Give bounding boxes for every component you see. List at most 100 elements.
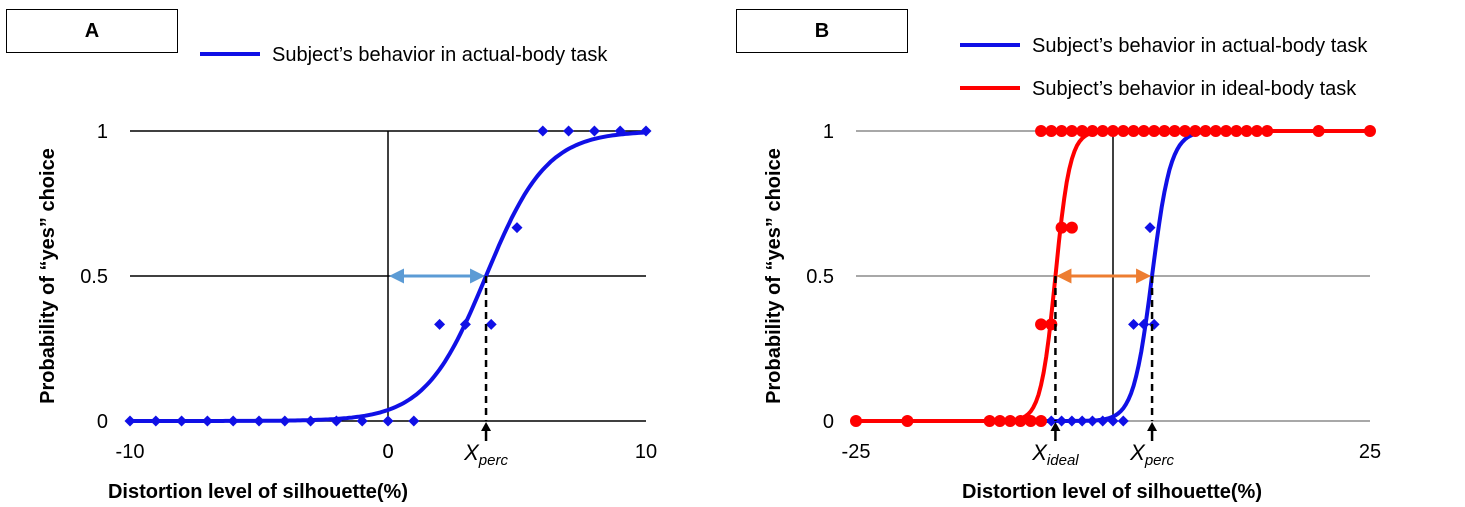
panel-b-data-point-1 (1035, 318, 1048, 331)
panel-a-label: A (84, 19, 100, 42)
panel-b-data-point-1 (1055, 125, 1068, 137)
panel-b-threshold-label-ideal: Xideal (1031, 440, 1079, 469)
panel-b-x-tick-label: -25 (842, 441, 871, 463)
panel-b-data-point-0 (1097, 415, 1109, 427)
panel-b-data-point-1 (1199, 125, 1212, 137)
panel-b-y-tick-label: 0.5 (806, 266, 834, 288)
panel-a-x-tick-label: 10 (635, 441, 657, 463)
panel-a-data-point-0 (485, 318, 497, 330)
panel-b-data-point-1 (1209, 125, 1222, 137)
panel-a-fit-curve-0 (130, 130, 647, 423)
panel-b-data-point-1 (1065, 221, 1078, 234)
panel-b-data-point-0 (1107, 415, 1119, 427)
panel-b-data-point-1 (1014, 415, 1027, 427)
panel-a-threshold-arrow-head (481, 422, 492, 431)
panel-a-x-tick-label: -10 (116, 441, 145, 463)
panel-b-x-axis-title: Distortion level of silhouette(%) (962, 481, 1262, 503)
panel-b-data-point-1 (1261, 125, 1274, 137)
panel-b-data-point-1 (1137, 125, 1150, 137)
panel-b-data-point-1 (1250, 125, 1263, 137)
panel-a-data-point-0 (511, 222, 523, 234)
panel-a-x-tick-label: 0 (382, 441, 393, 463)
panel-a-data-point-0 (330, 415, 342, 427)
panel-b-data-point-0 (1086, 415, 1098, 427)
panel-b-data-point-1 (1230, 125, 1243, 137)
panel-a-data-point-0 (588, 125, 600, 137)
panel-b-data-point-1 (1076, 125, 1089, 137)
panel-a-y-tick-label: 1 (97, 121, 108, 143)
panel-b-data-point-1 (1035, 415, 1048, 427)
panel-b-data-point-1 (1035, 125, 1048, 137)
panel-b-data-point-1 (1220, 125, 1233, 137)
panel-b-data-point-1 (1107, 125, 1119, 137)
panel-a-data-point-0 (382, 415, 394, 427)
panel-a-data-point-0 (124, 415, 136, 427)
panel-b-data-point-1 (850, 415, 862, 427)
panel-b-legend-label-actual: Subject’s behavior in actual-body task (1032, 35, 1368, 57)
panel-a-data-point-0 (279, 415, 291, 427)
panel-b-data-point-0 (1144, 222, 1156, 234)
panel-b-data-point-1 (1148, 125, 1161, 137)
panel-b-y-tick-label: 0 (823, 411, 834, 433)
panel-a-data-point-0 (176, 415, 188, 427)
panel-a-x-axis-title: Distortion level of silhouette(%) (108, 481, 408, 503)
panel-a-data-point-0 (537, 125, 549, 137)
panel-b-data-point-0 (1066, 415, 1078, 427)
panel-b-data-point-0 (1045, 415, 1057, 427)
panel-b-data-point-0 (1056, 415, 1068, 427)
panel-b-data-point-1 (1168, 125, 1181, 137)
panel-b-data-point-1 (1117, 125, 1130, 137)
panel-b-data-point-1 (1004, 415, 1017, 427)
panel-b-data-point-1 (1024, 415, 1037, 427)
panel-a-data-point-0 (253, 415, 265, 427)
panel-b-data-point-1 (1086, 125, 1099, 137)
panel-b-data-point-1 (1045, 125, 1058, 137)
panel-a-plot: 00.51-10 0 100 Xperc (80, 121, 657, 469)
panel-b-y-axis-title: Probability of “yes” choice (763, 148, 785, 404)
panel-b-label: B (814, 19, 830, 42)
panel-a-y-tick-label: 0 (97, 411, 108, 433)
panel-b-data-point-0 (1148, 318, 1160, 330)
panel-a-data-point-0 (201, 415, 213, 427)
panel-b-data-point-1 (993, 415, 1006, 427)
panel-a-legend-label-actual: Subject’s behavior in actual-body task (272, 44, 608, 66)
panel-a-data-point-0 (640, 125, 652, 137)
panel-a-x-tick-label: 0 (382, 441, 393, 463)
panel-b-data-point-0 (1076, 415, 1088, 427)
panel-b-x-tick-label: 25 (1359, 441, 1381, 463)
panel-b-data-point-1 (1189, 125, 1202, 137)
panel-b-threshold-arrow-head (1147, 422, 1158, 431)
panel-a-data-point-0 (305, 415, 317, 427)
panel-b-threshold-arrow-head (1050, 422, 1061, 431)
panel-b-y-tick-label: 1 (823, 121, 834, 143)
panel-b-plot: 0 0.5 1 -25 25 Xideal Xperc (806, 121, 1381, 469)
panel-a-label-box: A (6, 9, 178, 53)
panel-b-data-point-1 (1055, 221, 1068, 234)
panel-a-data-point-0 (356, 415, 368, 427)
panel-a-data-point-0 (227, 415, 239, 427)
panel-b-data-point-1 (1178, 125, 1191, 137)
panel-b-data-point-1 (1364, 125, 1376, 137)
panel-b-data-point-1 (1127, 125, 1140, 137)
panel-a-threshold-label-perc: Xperc (463, 440, 508, 469)
panel-a-y-tick-label: 0.5 (80, 266, 108, 288)
panel-b-data-point-1 (1240, 125, 1253, 137)
panel-b-data-point-1 (1312, 125, 1325, 137)
panel-a-data-point-0 (459, 318, 471, 330)
panel-a-data-point-0 (150, 415, 162, 427)
panel-a-data-point-0 (434, 318, 446, 330)
panel-b-data-point-1 (1158, 125, 1171, 137)
panel-a-y-axis-title: Probability of “yes” choice (37, 148, 59, 404)
panel-b-data-point-1 (901, 415, 914, 427)
panel-a-data-point-0 (563, 125, 575, 137)
panel-b-data-point-1 (1096, 125, 1109, 137)
panel-b-legend-label-ideal: Subject’s behavior in ideal-body task (1032, 78, 1357, 100)
panel-b-data-point-0 (1128, 318, 1140, 330)
panel-b-label-box: B (736, 9, 908, 53)
panel-b-data-point-1 (983, 415, 996, 427)
panel-a-data-point-0 (614, 125, 626, 137)
panel-b-data-point-0 (1138, 318, 1150, 330)
panel-b-threshold-label-perc: Xperc (1129, 440, 1174, 469)
panel-a-data-point-0 (408, 415, 420, 427)
